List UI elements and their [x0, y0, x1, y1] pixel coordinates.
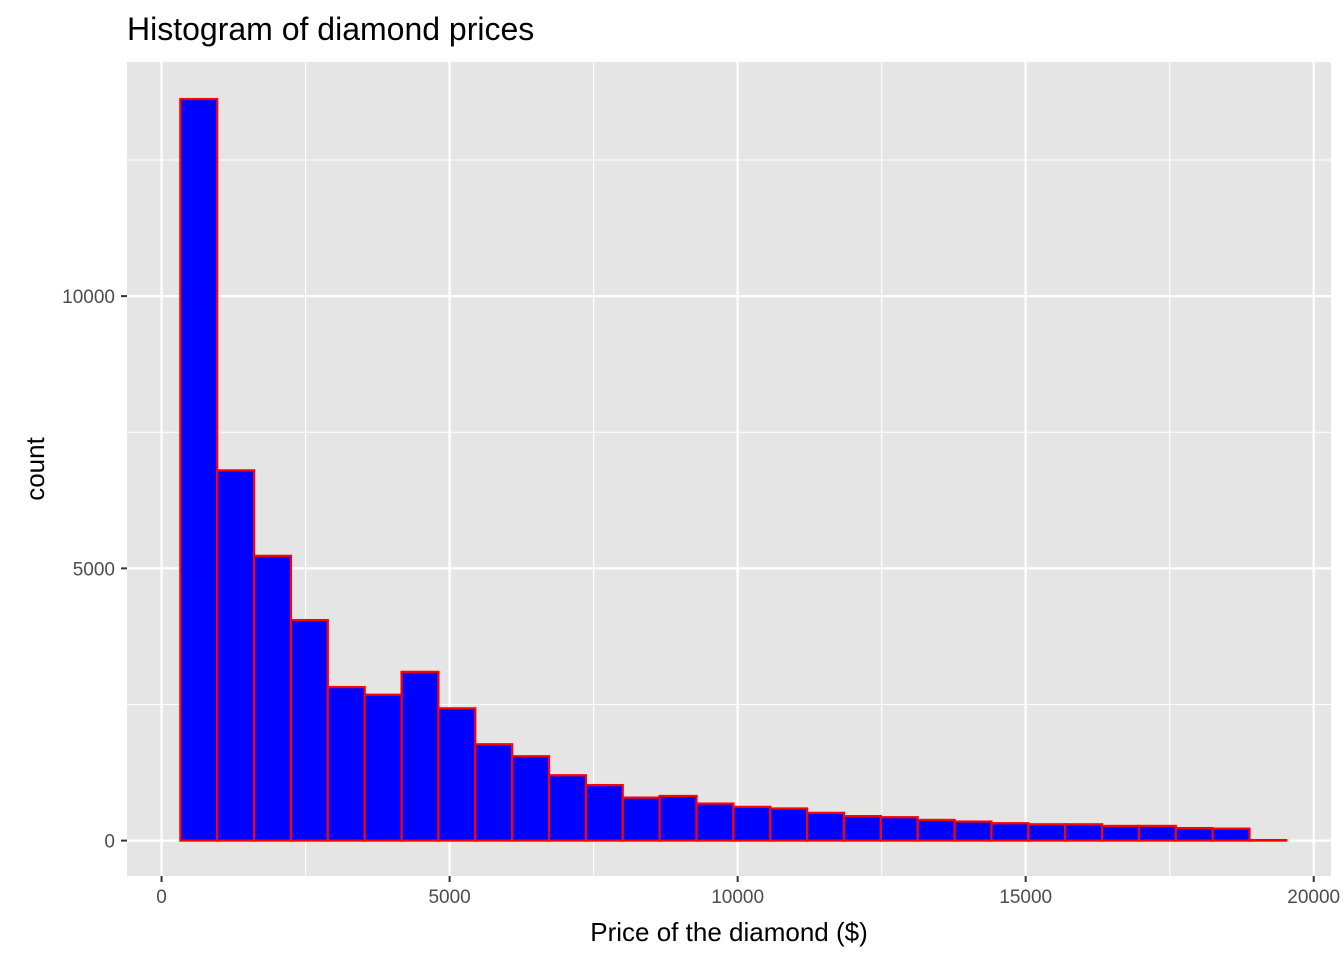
- y-tick-label: 10000: [62, 287, 115, 308]
- histogram-bar: [806, 811, 846, 842]
- histogram-bar: [1211, 827, 1251, 842]
- histogram-bar: [252, 554, 293, 842]
- histogram-bar: [621, 796, 661, 842]
- x-tick-label: 20000: [1287, 887, 1340, 908]
- y-tick-label: 5000: [73, 559, 115, 580]
- chart-title: Histogram of diamond prices: [127, 11, 534, 47]
- histogram-bar: [584, 783, 624, 842]
- histogram-bar: [1174, 826, 1214, 842]
- histogram-bar: [842, 815, 882, 842]
- histogram-bar: [1248, 838, 1288, 842]
- major-gridlines: [127, 62, 1331, 876]
- histogram-bar: [990, 822, 1030, 842]
- histogram-bar: [732, 805, 772, 842]
- histogram-bar: [474, 743, 514, 842]
- y-tick-label: 0: [104, 832, 115, 853]
- histogram-bar: [769, 807, 809, 842]
- histogram-bar: [289, 618, 329, 842]
- histogram-bar: [363, 693, 403, 842]
- histogram-bar: [916, 818, 956, 842]
- x-tick-label: 10000: [711, 887, 764, 908]
- histogram-bar: [1100, 824, 1141, 842]
- histogram-bar: [547, 774, 588, 842]
- x-tick-label: 15000: [999, 887, 1052, 908]
- histogram-bar: [879, 816, 919, 842]
- histogram-bar: [695, 802, 735, 842]
- histogram-bar: [216, 469, 256, 842]
- histogram-bar: [437, 707, 477, 842]
- histogram-bar: [1064, 823, 1104, 842]
- y-axis: 0 5000 10000: [62, 287, 127, 853]
- histogram-bar: [400, 670, 440, 842]
- histogram-bar: [326, 685, 366, 842]
- histogram-bars: [179, 97, 1288, 842]
- histogram-bar: [658, 794, 698, 842]
- minor-gridlines: [127, 62, 1331, 876]
- histogram-bar: [1137, 824, 1177, 842]
- histogram-bar: [511, 755, 551, 842]
- y-axis-title: count: [20, 436, 50, 500]
- histogram-bar: [953, 820, 993, 842]
- histogram-bar: [1027, 823, 1067, 842]
- x-axis: 0 5000 10000 15000 20000: [156, 876, 1340, 908]
- histogram-bar: [179, 97, 219, 842]
- x-tick-label: 0: [156, 887, 167, 908]
- x-tick-label: 5000: [428, 887, 470, 908]
- x-axis-title: Price of the diamond ($): [590, 917, 867, 947]
